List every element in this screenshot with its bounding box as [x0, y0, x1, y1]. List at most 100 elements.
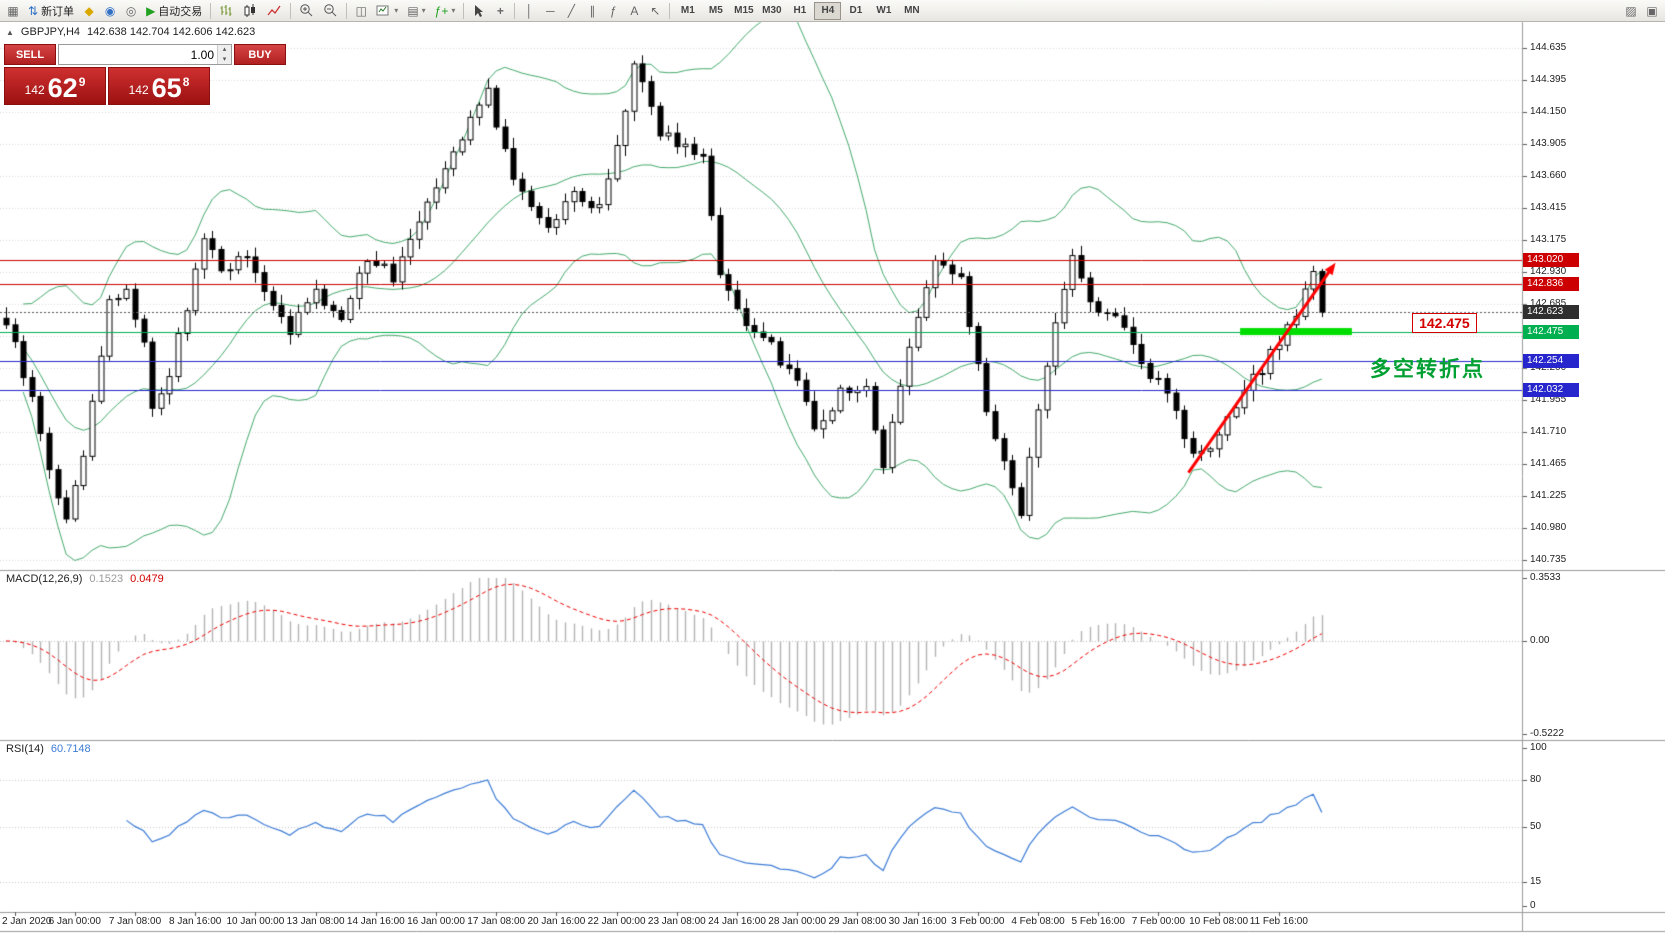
mql-editor-icon: ◆: [84, 3, 94, 18]
data-window-button[interactable]: ◉: [100, 1, 120, 20]
new-chart-button[interactable]: ▾: [372, 1, 402, 20]
channel-icon: ∥: [589, 3, 596, 18]
chevron-down-icon: ▾: [451, 5, 456, 15]
tile-windows-icon: ◫: [355, 3, 367, 18]
text-tool-button[interactable]: A: [624, 1, 644, 20]
timeframe-m15-button[interactable]: M15: [730, 2, 757, 20]
volume-input[interactable]: [59, 45, 217, 64]
new-order-label: 新订单: [41, 5, 75, 18]
timeframe-d1-button[interactable]: D1: [842, 2, 869, 20]
cursor-button[interactable]: [468, 1, 489, 20]
chevron-down-icon: ▾: [421, 5, 426, 15]
toolbar-separator: [514, 2, 516, 19]
tile-windows-button[interactable]: ◫: [351, 1, 371, 20]
new-chart-icon: [376, 5, 389, 15]
timeframe-h4-button[interactable]: H4: [814, 1, 842, 20]
sell-price-big: 62: [47, 73, 78, 103]
one-click-expand-icon[interactable]: ▲: [6, 27, 14, 37]
horizontal-line-button[interactable]: ─: [540, 1, 560, 20]
autotrading-play-icon: ▶: [146, 3, 156, 18]
pencil-tool-button[interactable]: ▨: [1621, 1, 1641, 20]
candle-chart-type-button[interactable]: [239, 1, 262, 20]
line-chart-type-button[interactable]: [263, 1, 286, 20]
rsi-indicator-label: RSI(14) 60.7148: [6, 743, 91, 755]
chart-grid-button[interactable]: ▦: [3, 1, 23, 20]
strategy-tester-icon: ◎: [125, 3, 137, 18]
timeframe-m1-button[interactable]: M1: [674, 2, 701, 20]
fibonacci-button[interactable]: ƒ: [603, 1, 623, 20]
arrows-tool-button[interactable]: ↖: [645, 1, 665, 20]
one-click-trading-panel: SELL ▴ ▾ BUY 142 62 9 142 65 8: [4, 44, 286, 105]
crosshair-icon: +: [496, 3, 504, 18]
vertical-line-icon: │: [525, 3, 534, 18]
text-icon: A: [630, 3, 639, 18]
line-chart-icon: [267, 5, 281, 15]
price-flag-label[interactable]: 142.475: [1412, 313, 1477, 334]
sell-button[interactable]: SELL: [4, 44, 56, 65]
volume-down-icon[interactable]: ▾: [218, 54, 231, 64]
zoom-in-button[interactable]: [295, 1, 318, 20]
indicators-button[interactable]: ƒ+ ▾: [431, 1, 460, 20]
macd-signal-value: 0.0479: [130, 573, 164, 585]
timeframe-w1-button[interactable]: W1: [870, 2, 897, 20]
profiles-icon: ▤: [407, 3, 419, 18]
arrows-icon: ↖: [650, 3, 661, 18]
buy-price[interactable]: 142 65 8: [108, 67, 210, 105]
buy-button[interactable]: BUY: [234, 44, 286, 65]
zoom-out-icon: [324, 4, 337, 17]
indicators-icon: ƒ+: [434, 3, 449, 18]
profiles-button[interactable]: ▤ ▾: [403, 1, 429, 20]
channel-button[interactable]: ∥: [582, 1, 602, 20]
zoom-out-button[interactable]: [319, 1, 342, 20]
macd-indicator-label: MACD(12,26,9) 0.1523 0.0479: [6, 573, 164, 585]
buy-price-big: 65: [151, 73, 182, 103]
timeframe-m5-button[interactable]: M5: [702, 2, 729, 20]
mql-editor-button[interactable]: ◆: [79, 1, 99, 20]
crosshair-button[interactable]: +: [490, 1, 510, 20]
volume-spinner: ▴ ▾: [217, 45, 231, 64]
pencil-icon: ▨: [1625, 3, 1637, 18]
trendline-icon: ╱: [567, 3, 575, 18]
bar-chart-type-button[interactable]: [215, 1, 238, 20]
sell-price[interactable]: 142 62 9: [4, 67, 106, 105]
bars-chart-icon: [220, 4, 232, 16]
buy-price-prefix: 142: [128, 83, 149, 97]
chart-symbol-ohlc: ▲ GBPJPY,H4 142.638 142.704 142.606 142.…: [6, 26, 255, 38]
data-window-icon: ◉: [104, 3, 116, 18]
toolbar-separator: [290, 2, 292, 19]
sell-price-prefix: 142: [24, 83, 45, 97]
symbol-label: GBPJPY,H4: [20, 26, 81, 38]
toolbar-separator: [346, 2, 348, 19]
macd-main-value: 0.1523: [89, 573, 124, 585]
autotrading-button[interactable]: ▶ 自动交易: [142, 1, 206, 20]
autotrading-label: 自动交易: [158, 5, 203, 18]
new-order-icon: ⇅: [28, 3, 39, 18]
trendline-button[interactable]: ╱: [561, 1, 581, 20]
horizontal-line-icon: ─: [546, 3, 555, 18]
turning-point-note[interactable]: 多空转折点: [1369, 358, 1485, 382]
buy-price-sup: 8: [182, 75, 190, 89]
rsi-name: RSI(14): [6, 743, 44, 755]
fibonacci-icon: ƒ: [610, 3, 617, 18]
volume-up-icon[interactable]: ▴: [218, 45, 231, 55]
toolbar-separator: [463, 2, 465, 19]
sell-price-sup: 9: [78, 75, 86, 89]
grid-icon: ▦: [7, 3, 19, 18]
timeframe-mn-button[interactable]: MN: [898, 2, 925, 20]
timeframe-m30-button[interactable]: M30: [758, 2, 785, 20]
zoom-in-icon: [300, 4, 313, 17]
window-button[interactable]: ▣: [1642, 1, 1662, 20]
ohlc-values: 142.638 142.704 142.606 142.623: [87, 26, 256, 38]
rsi-value: 60.7148: [50, 743, 91, 755]
macd-name: MACD(12,26,9): [6, 573, 83, 585]
vertical-line-button[interactable]: │: [519, 1, 539, 20]
timeframe-h1-button[interactable]: H1: [786, 2, 813, 20]
volume-field: ▴ ▾: [58, 44, 232, 65]
new-order-button[interactable]: ⇅ 新订单: [24, 1, 78, 20]
strategy-tester-button[interactable]: ◎: [121, 1, 141, 20]
window-icon: ▣: [1646, 3, 1658, 18]
candles-chart-icon: [244, 3, 256, 17]
chevron-down-icon: ▾: [394, 5, 399, 15]
